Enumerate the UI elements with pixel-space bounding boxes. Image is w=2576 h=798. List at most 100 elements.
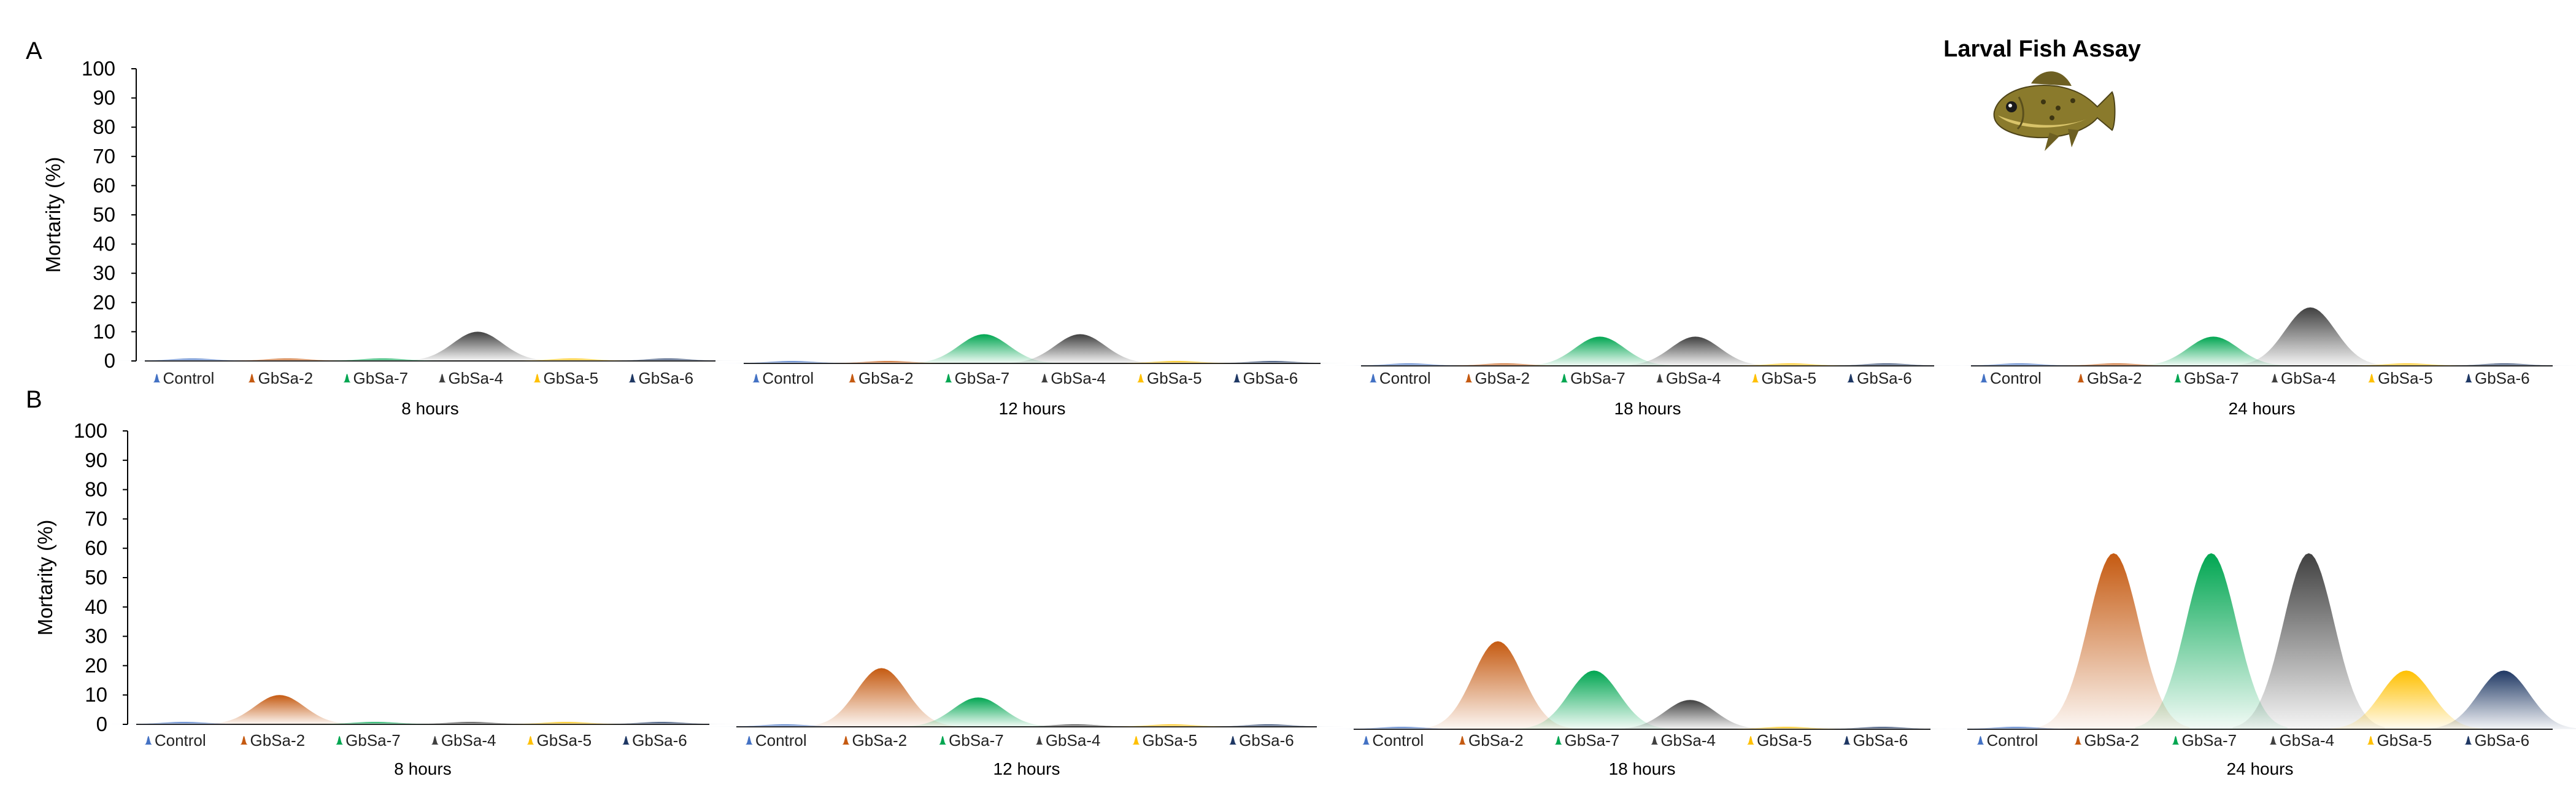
x-tick-label: Control (762, 369, 814, 387)
legend-marker-control (1369, 374, 1377, 382)
legend-marker-gbsa-7 (343, 374, 351, 382)
x-tick-label: GbSa-4 (441, 731, 496, 750)
x-tick-control: Control (153, 369, 214, 387)
y-tick-label: 70 (93, 145, 115, 168)
legend-marker-gbsa-4 (1651, 736, 1659, 745)
peak-gbsa-5 (1101, 361, 1252, 363)
legend-marker-gbsa-5 (2367, 736, 2375, 745)
x-tick-label: Control (1379, 369, 1431, 387)
chart-panel-a-24-hours: Control GbSa-2 GbSa-7 GbSa-4 GbSa-5 GbSa-6 24 … (1943, 307, 2576, 418)
legend-marker-gbsa-7 (2172, 736, 2180, 745)
chart-panel-b-18-hours: Control GbSa-2 GbSa-7 GbSa-4 GbSa-5 GbSa-6 18 … (1327, 641, 1957, 778)
x-tick-gbsa-7: GbSa-7 (1554, 731, 1620, 750)
peak-gbsa-6 (1193, 724, 1344, 727)
peak-gbsa-2 (1422, 641, 1573, 729)
x-tick-label: Control (755, 731, 807, 750)
legend-marker-gbsa-5 (2368, 374, 2375, 382)
y-tick-label: 100 (82, 57, 115, 80)
y-tick-label: 60 (93, 174, 115, 196)
chart-panel-a-12-hours: Control GbSa-2 GbSa-7 GbSa-4 GbSa-5 GbSa-6 12 … (717, 334, 1348, 418)
peak-gbsa-7 (2135, 553, 2288, 729)
legend-marker-gbsa-6 (2464, 736, 2472, 745)
x-tick-label: GbSa-5 (1147, 369, 1202, 387)
legend-marker-gbsa-5 (533, 374, 541, 382)
peak-gbsa-4 (403, 331, 552, 361)
chart-panel-a-8-hours: A 0 10 20 30 40 50 60 70 80 90 100 Mortarity (%) Cont… (26, 37, 742, 418)
x-tick-label: GbSa-4 (1660, 731, 1716, 750)
panel-subtitle: 8 hours (394, 759, 451, 778)
x-tick-gbsa-4: GbSa-4 (1041, 369, 1106, 387)
x-tick-label: GbSa-2 (258, 369, 314, 387)
x-tick-gbsa-6: GbSa-6 (1229, 731, 1294, 750)
x-tick-label: GbSa-5 (544, 369, 599, 387)
x-tick-label: GbSa-4 (1051, 369, 1106, 387)
peak-gbsa-4 (2232, 553, 2385, 729)
legend-marker-control (153, 374, 161, 382)
peak-gbsa-7 (1525, 336, 1675, 366)
legend-marker-gbsa-7 (2174, 374, 2181, 382)
peak-gbsa-6 (587, 722, 736, 724)
y-tick-label: 30 (85, 625, 107, 648)
x-tick-label: GbSa-5 (1757, 731, 1812, 750)
legend-marker-gbsa-4 (438, 374, 446, 382)
legend-marker-gbsa-2 (240, 736, 248, 745)
legend-marker-gbsa-2 (849, 374, 856, 382)
x-tick-label: GbSa-7 (1565, 731, 1620, 750)
legend-marker-gbsa-6 (1847, 374, 1855, 382)
y-tick-label: 20 (85, 654, 107, 676)
y-tick-label: 80 (93, 115, 115, 138)
x-tick-gbsa-4: GbSa-4 (1656, 369, 1721, 387)
x-tick-gbsa-2: GbSa-2 (2074, 731, 2140, 750)
x-tick-gbsa-2: GbSa-2 (2077, 369, 2142, 387)
chart-panel-b-8-hours: B 0 10 20 30 40 50 60 70 80 90 100 Mortarity (%) Cont… (26, 386, 736, 778)
x-tick-label: GbSa-5 (2377, 731, 2432, 750)
x-tick-label: GbSa-7 (345, 731, 401, 750)
peak-gbsa-6 (1807, 727, 1957, 729)
x-tick-label: GbSa-5 (1143, 731, 1198, 750)
panel-subtitle: 8 hours (401, 399, 458, 418)
legend-marker-gbsa-4 (431, 736, 439, 745)
y-tick-label: 30 (93, 261, 115, 284)
y-tick-label: 20 (93, 291, 115, 314)
panel-letter: B (26, 386, 42, 413)
legend-marker-gbsa-7 (939, 736, 947, 745)
legend-marker-control (752, 374, 760, 382)
chart-panel-b-12-hours: Control GbSa-2 GbSa-7 GbSa-4 GbSa-5 GbSa-6 12 … (709, 668, 1344, 778)
y-tick-label: 70 (85, 507, 107, 530)
x-tick-label: GbSa-5 (2378, 369, 2433, 387)
x-tick-label: GbSa-6 (2475, 369, 2530, 387)
peak-gbsa-6 (1197, 361, 1348, 363)
x-tick-gbsa-2: GbSa-2 (248, 369, 314, 387)
figure-title: Larval Fish Assay (1943, 36, 2141, 62)
legend-marker-gbsa-5 (526, 736, 534, 745)
legend-marker-gbsa-5 (1751, 374, 1759, 382)
x-tick-label: GbSa-7 (949, 731, 1004, 750)
x-tick-gbsa-4: GbSa-4 (438, 369, 503, 387)
x-tick-gbsa-6: GbSa-6 (628, 369, 693, 387)
x-tick-gbsa-4: GbSa-4 (2269, 731, 2334, 750)
peak-gbsa-4 (1621, 336, 1770, 366)
x-tick-gbsa-5: GbSa-5 (1751, 369, 1816, 387)
x-tick-gbsa-5: GbSa-5 (1747, 731, 1812, 750)
panel-subtitle: 24 hours (2229, 399, 2296, 418)
x-tick-gbsa-7: GbSa-7 (939, 731, 1004, 750)
x-tick-label: GbSa-2 (2087, 369, 2142, 387)
x-tick-label: GbSa-2 (2084, 731, 2140, 750)
peak-control (118, 358, 267, 361)
x-tick-label: GbSa-6 (1239, 731, 1294, 750)
x-tick-gbsa-5: GbSa-5 (526, 731, 592, 750)
legend-marker-control (745, 736, 753, 745)
y-tick-label: 90 (85, 449, 107, 471)
y-tick-label: 0 (104, 349, 115, 372)
x-tick-control: Control (1976, 731, 2038, 750)
legend-marker-control (1980, 374, 1988, 382)
y-tick-label: 80 (85, 478, 107, 501)
x-tick-gbsa-4: GbSa-4 (1651, 731, 1716, 750)
peak-gbsa-4 (2234, 307, 2386, 366)
legend-marker-control (1976, 736, 1984, 745)
legend-marker-gbsa-2 (842, 736, 850, 745)
panel-subtitle: 18 hours (1614, 399, 1681, 418)
peak-gbsa-7 (2137, 336, 2289, 366)
x-tick-gbsa-4: GbSa-4 (431, 731, 496, 750)
x-tick-gbsa-7: GbSa-7 (1560, 369, 1625, 387)
